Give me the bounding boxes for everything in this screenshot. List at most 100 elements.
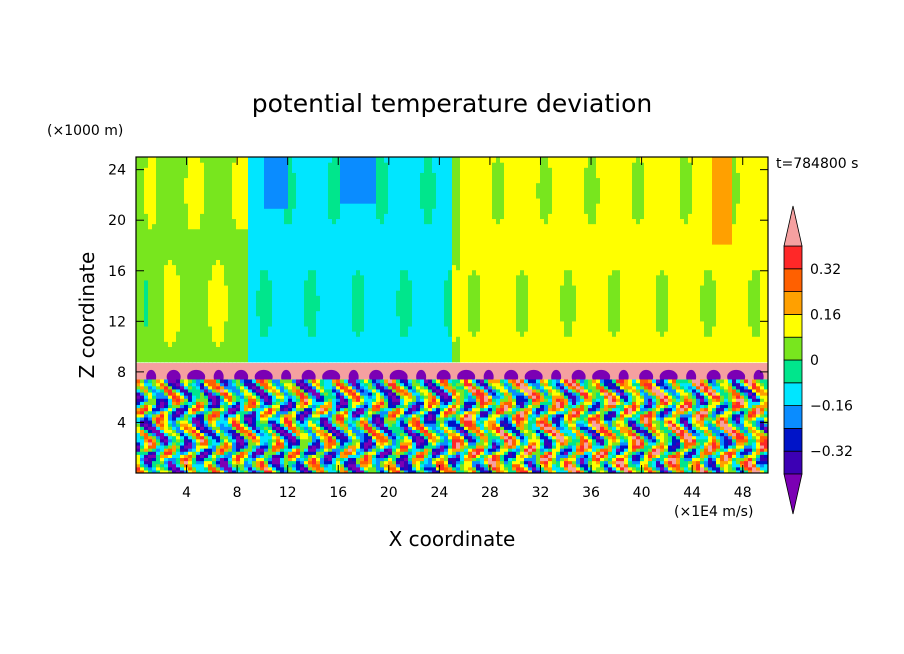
contour-cell: [468, 172, 473, 179]
contour-cell: [232, 182, 237, 189]
contour-cell: [624, 203, 629, 209]
contour-cell: [468, 300, 473, 307]
contour-cell: [224, 233, 229, 240]
contour-cell: [324, 249, 329, 255]
contour-cell: [380, 197, 385, 204]
contour-cell: [172, 162, 177, 168]
contour-cell: [168, 244, 173, 250]
contour-cell: [480, 167, 485, 173]
contour-cell: [308, 269, 313, 276]
contour-cell: [484, 218, 489, 225]
contour-cell: [272, 208, 277, 214]
contour-cell: [424, 325, 429, 332]
contour-cell: [516, 172, 521, 179]
contour-cell: [264, 284, 269, 291]
contour-cell: [560, 325, 565, 332]
contour-cell: [332, 162, 337, 168]
contour-cell: [220, 300, 225, 307]
contour-cell: [556, 192, 561, 199]
contour-cell: [632, 238, 637, 245]
contour-cell: [224, 197, 229, 204]
contour-cell: [192, 223, 197, 230]
contour-cell: [524, 162, 529, 168]
contour-cell: [172, 325, 177, 332]
contour-cell: [528, 351, 533, 358]
contour-cell: [168, 259, 173, 266]
contour-cell: [164, 331, 169, 337]
contour-cell: [156, 269, 161, 276]
contour-cell: [188, 249, 193, 255]
contour-cell: [424, 305, 429, 312]
contour-cell: [576, 208, 581, 214]
contour-cell: [332, 197, 337, 204]
contour-cell: [196, 331, 201, 337]
contour-cell: [480, 177, 485, 184]
contour-cell: [436, 182, 441, 189]
contour-cell: [384, 208, 389, 214]
contour-cell: [328, 269, 333, 276]
contour-cell: [324, 279, 329, 286]
contour-cell: [308, 315, 313, 322]
contour-cell: [312, 320, 317, 327]
contour-cell: [404, 300, 409, 307]
contour-cell: [364, 182, 369, 189]
contour-cell: [136, 284, 141, 291]
contour-cell: [476, 310, 481, 317]
contour-cell: [324, 325, 329, 332]
contour-cell: [232, 244, 237, 250]
contour-cell: [248, 228, 253, 235]
contour-cell: [580, 336, 585, 342]
contour-cell: [556, 336, 561, 342]
contour-cell: [296, 157, 301, 163]
contour-cell: [412, 274, 417, 281]
contour-cell: [204, 157, 209, 163]
contour-cell: [408, 254, 413, 260]
contour-cell: [408, 233, 413, 240]
contour-cell: [212, 290, 217, 296]
contour-cell: [160, 315, 165, 322]
contour-cell: [192, 244, 197, 250]
contour-cell: [496, 233, 501, 240]
contour-cell: [556, 228, 561, 235]
contour-cell: [280, 300, 285, 307]
contour-cell: [144, 182, 149, 189]
contour-cell: [176, 177, 181, 184]
contour-cell: [300, 341, 305, 348]
contour-cell: [368, 213, 373, 220]
contour-cell: [456, 295, 461, 301]
contour-cell: [400, 331, 405, 337]
contour-cell: [300, 233, 305, 240]
contour-cell: [292, 356, 297, 363]
contour-cell: [520, 325, 525, 332]
contour-cell: [440, 290, 445, 296]
contour-cell: [292, 233, 297, 240]
contour-cell: [220, 249, 225, 255]
contour-cell: [544, 274, 549, 281]
contour-cell: [224, 187, 229, 194]
contour-cell: [184, 310, 189, 317]
contour-cell: [612, 197, 617, 204]
contour-cell: [384, 290, 389, 296]
contour-cell: [524, 177, 529, 184]
contour-cell: [308, 192, 313, 199]
contour-cell: [136, 315, 141, 322]
contour-cell: [508, 182, 513, 189]
contour-cell: [340, 346, 345, 353]
contour-cell: [416, 192, 421, 199]
contour-cell: [236, 284, 241, 291]
contour-cell: [244, 213, 249, 220]
contour-cell: [188, 182, 193, 189]
contour-cell: [192, 187, 197, 194]
contour-cell: [456, 208, 461, 214]
contour-cell: [420, 177, 425, 184]
contour-cell: [580, 187, 585, 194]
contour-cell: [232, 249, 237, 255]
contour-cell: [572, 213, 577, 220]
contour-cell: [256, 187, 261, 194]
contour-cell: [616, 274, 621, 281]
contour-cell: [240, 290, 245, 296]
contour-cell: [300, 177, 305, 184]
contour-cell: [284, 172, 289, 179]
contour-cell: [600, 351, 605, 358]
contour-cell: [612, 249, 617, 255]
